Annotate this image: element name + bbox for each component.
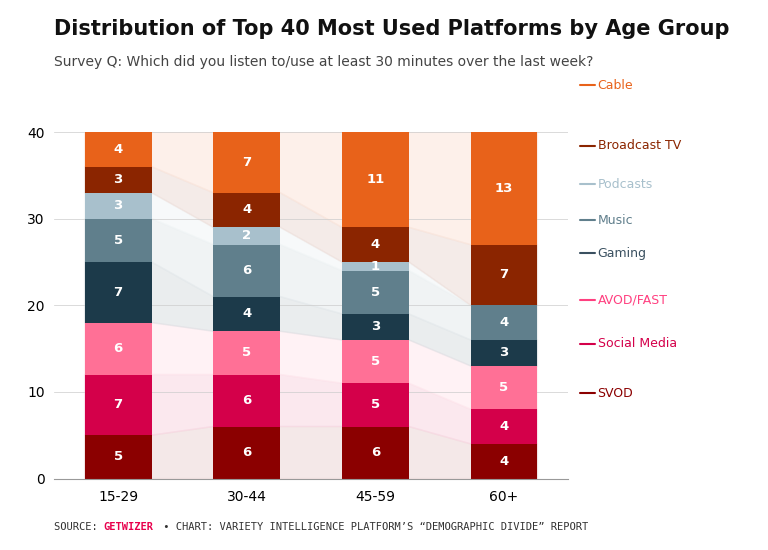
Text: AVOD/FAST: AVOD/FAST bbox=[598, 293, 667, 306]
Polygon shape bbox=[84, 375, 538, 444]
Bar bbox=[342, 227, 409, 262]
Text: Distribution of Top 40 Most Used Platforms by Age Group: Distribution of Top 40 Most Used Platfor… bbox=[54, 19, 730, 39]
Text: 1: 1 bbox=[371, 260, 380, 273]
Text: 3: 3 bbox=[371, 321, 380, 333]
Bar bbox=[342, 314, 409, 340]
Text: 6: 6 bbox=[242, 394, 251, 407]
Text: Cable: Cable bbox=[598, 79, 633, 92]
Text: 6: 6 bbox=[114, 342, 123, 355]
Text: 5: 5 bbox=[114, 450, 123, 463]
Text: 7: 7 bbox=[242, 156, 251, 169]
Text: 4: 4 bbox=[114, 143, 123, 156]
Bar bbox=[214, 132, 280, 192]
Text: 6: 6 bbox=[242, 446, 251, 459]
Text: 4: 4 bbox=[242, 204, 251, 217]
Text: 7: 7 bbox=[114, 398, 123, 411]
Bar bbox=[342, 132, 409, 227]
Bar bbox=[84, 192, 151, 218]
Text: Survey Q: Which did you listen to/use at least 30 minutes over the last week?: Survey Q: Which did you listen to/use at… bbox=[54, 55, 593, 69]
Bar bbox=[84, 218, 151, 262]
Bar bbox=[84, 322, 151, 375]
Bar bbox=[471, 305, 538, 340]
Text: 4: 4 bbox=[499, 455, 508, 468]
Bar bbox=[471, 444, 538, 478]
Text: Broadcast TV: Broadcast TV bbox=[598, 139, 680, 152]
Text: 4: 4 bbox=[242, 307, 251, 321]
Text: 2: 2 bbox=[242, 229, 251, 243]
Bar bbox=[214, 192, 280, 227]
Bar bbox=[471, 409, 538, 444]
Bar bbox=[214, 296, 280, 331]
Text: 5: 5 bbox=[371, 286, 380, 299]
Bar bbox=[471, 366, 538, 409]
Polygon shape bbox=[84, 192, 538, 305]
Bar bbox=[84, 132, 151, 167]
Text: 5: 5 bbox=[499, 381, 508, 394]
Bar bbox=[342, 340, 409, 383]
Text: 11: 11 bbox=[366, 173, 385, 186]
Text: 3: 3 bbox=[114, 173, 123, 186]
Bar bbox=[214, 331, 280, 375]
Text: Music: Music bbox=[598, 213, 633, 227]
Text: • CHART: VARIETY INTELLIGENCE PLATFORM’S “DEMOGRAPHIC DIVIDE” REPORT: • CHART: VARIETY INTELLIGENCE PLATFORM’S… bbox=[157, 522, 589, 532]
Text: 6: 6 bbox=[371, 446, 380, 459]
Text: 4: 4 bbox=[371, 238, 380, 251]
Text: 5: 5 bbox=[114, 234, 123, 247]
Text: 6: 6 bbox=[242, 264, 251, 277]
Bar bbox=[342, 262, 409, 271]
Text: 3: 3 bbox=[114, 199, 123, 212]
Bar bbox=[214, 245, 280, 296]
Text: 7: 7 bbox=[499, 268, 508, 282]
Bar bbox=[214, 427, 280, 478]
Text: 13: 13 bbox=[495, 182, 513, 195]
Text: SVOD: SVOD bbox=[598, 387, 634, 400]
Bar bbox=[471, 132, 538, 245]
Polygon shape bbox=[84, 167, 538, 305]
Text: 7: 7 bbox=[114, 286, 123, 299]
Text: Podcasts: Podcasts bbox=[598, 178, 653, 191]
Bar bbox=[84, 375, 151, 435]
Bar bbox=[84, 167, 151, 192]
Text: 5: 5 bbox=[371, 398, 380, 411]
Text: Social Media: Social Media bbox=[598, 337, 677, 350]
Bar bbox=[471, 245, 538, 305]
Text: 5: 5 bbox=[371, 355, 380, 368]
Text: 5: 5 bbox=[242, 346, 251, 359]
Text: 4: 4 bbox=[499, 316, 508, 329]
Bar bbox=[342, 271, 409, 314]
Bar bbox=[214, 227, 280, 245]
Polygon shape bbox=[84, 262, 538, 366]
Polygon shape bbox=[84, 322, 538, 409]
Bar bbox=[342, 383, 409, 427]
Polygon shape bbox=[84, 427, 538, 478]
Bar bbox=[214, 375, 280, 427]
Bar bbox=[84, 435, 151, 478]
Text: Gaming: Gaming bbox=[598, 246, 647, 260]
Bar bbox=[84, 262, 151, 322]
Polygon shape bbox=[84, 218, 538, 340]
Polygon shape bbox=[84, 132, 538, 245]
Text: 3: 3 bbox=[499, 346, 508, 359]
Text: SOURCE:: SOURCE: bbox=[54, 522, 104, 532]
Bar bbox=[342, 427, 409, 478]
Text: 4: 4 bbox=[499, 420, 508, 433]
Text: GETWIZER: GETWIZER bbox=[104, 522, 154, 532]
Bar bbox=[471, 340, 538, 366]
